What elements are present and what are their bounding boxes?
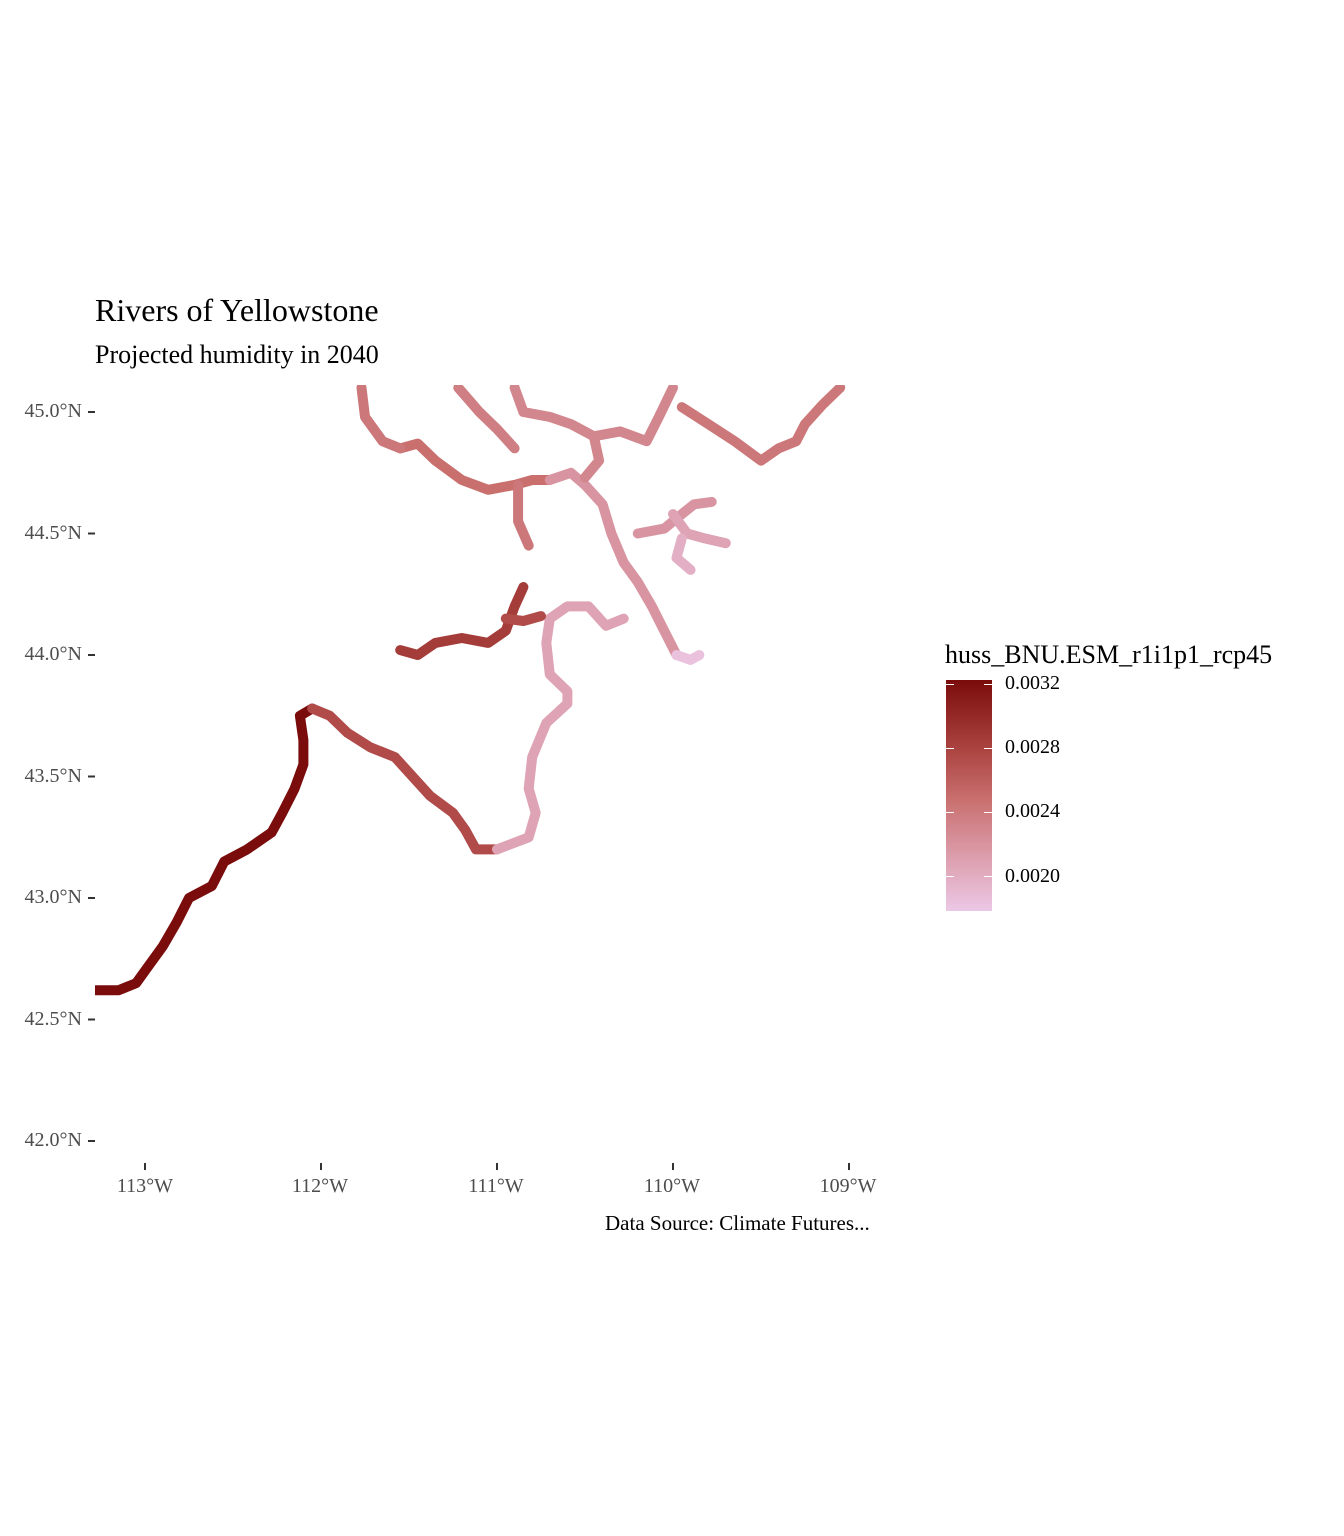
x-tick-label: 110°W: [643, 1175, 701, 1197]
data-source-caption: Data Source: Climate Futures...: [605, 1211, 870, 1235]
y-tick-label: 42.0°N: [24, 1129, 82, 1151]
x-tick-label: 111°W: [468, 1175, 524, 1197]
y-tick-label: 44.5°N: [24, 522, 82, 544]
y-tick-label: 45.0°N: [24, 400, 82, 422]
legend-tick: [984, 748, 992, 749]
map-subtitle: Projected humidity in 2040: [95, 340, 379, 369]
river-line-lewis: [632, 496, 717, 539]
legend-tick: [946, 876, 954, 877]
river-line-yellowstone-lake-south: [671, 533, 696, 575]
legend-label: 0.0020: [1005, 865, 1060, 887]
river-line-snake-lower: [95, 703, 318, 996]
river-line-henrys-fork: [395, 582, 529, 660]
river-line-madison: [395, 438, 555, 495]
river-line-gallatin-branch: [453, 385, 520, 454]
river-line-madison-south: [513, 479, 534, 551]
legend-label: 0.0032: [1005, 672, 1060, 694]
river-line-falls-river: [500, 611, 546, 626]
y-tick-label: 44.0°N: [24, 643, 82, 665]
legend-tick: [946, 748, 954, 749]
legend-tick: [984, 876, 992, 877]
legend-tick: [946, 684, 954, 685]
x-tick-label: 109°W: [819, 1175, 877, 1197]
river-line-firehole: [544, 467, 682, 660]
map-title: Rivers of Yellowstone: [95, 292, 379, 328]
river-line-snake-upper: [492, 601, 629, 855]
rivers-layer: [95, 385, 846, 996]
legend-colorbar: [946, 680, 992, 911]
river-line-lamar: [676, 385, 846, 466]
river-line-snake-source: [671, 650, 705, 665]
x-tick-label: 113°W: [116, 1175, 174, 1197]
river-line-yellowstone-lake-inlet: [668, 509, 731, 549]
axis-ticks: [88, 411, 850, 1170]
legend-label: 0.0024: [1005, 800, 1060, 822]
legend-tick: [984, 684, 992, 685]
river-line-snake-middle: [307, 703, 502, 855]
river-line-yellowstone-north: [588, 385, 678, 447]
legend-title: huss_BNU.ESM_r1i1p1_rcp45: [945, 640, 1273, 669]
x-tick-label: 112°W: [291, 1175, 349, 1197]
y-tick-label: 43.5°N: [24, 765, 82, 787]
river-line-gibbon: [509, 385, 605, 483]
y-tick-label: 43.0°N: [24, 886, 82, 908]
river-line-gallatin: [356, 385, 406, 454]
legend-tick: [946, 812, 954, 813]
legend-label: 0.0028: [1005, 736, 1060, 758]
y-tick-label: 42.5°N: [24, 1008, 82, 1030]
legend-tick: [984, 812, 992, 813]
